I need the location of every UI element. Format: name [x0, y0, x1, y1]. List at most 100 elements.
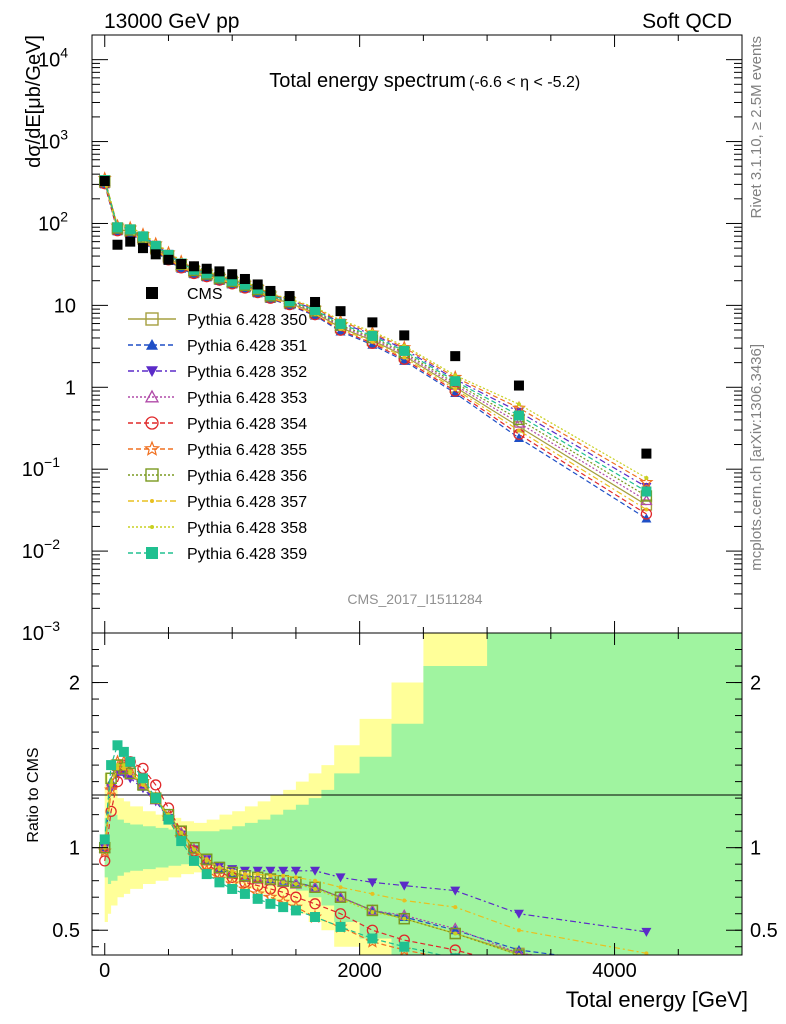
mc-series-line: [104, 182, 647, 511]
cms-data-point: [450, 351, 461, 362]
mc-data-point: [516, 402, 521, 407]
mc-data-point: [310, 305, 321, 316]
ratio-data-point: [290, 905, 301, 916]
main-frame: [91, 34, 743, 634]
mc-series-line: [104, 178, 647, 484]
ratio-data-point: [310, 912, 321, 923]
cms-data-point: [335, 306, 346, 317]
x-tick-label: 0: [99, 960, 110, 982]
ratio-data-point: [366, 904, 379, 916]
legend-label: Pythia 6.428 351: [187, 338, 307, 355]
legend-entry: Pythia 6.428 351: [128, 338, 307, 355]
cms-data-point: [284, 291, 295, 302]
ratio-data-point: [112, 740, 123, 751]
header-left: 13000 GeV pp: [104, 10, 239, 33]
ratio-data-point: [213, 861, 226, 874]
mc-data-point: [450, 376, 461, 387]
mc-data-point: [367, 330, 378, 341]
legend-marker: [146, 287, 158, 299]
legend-label: CMS: [187, 286, 223, 303]
ratio-y-tick-label-right: 2: [750, 673, 761, 695]
side-text-rivet: Rivet 3.1.10, ≥ 2.5M events: [748, 36, 765, 219]
ratio-data-point: [242, 875, 247, 880]
ratio-data-point: [641, 965, 651, 975]
mc-data-point: [640, 494, 653, 506]
ratio-data-point: [265, 866, 276, 876]
ratio-data-point: [516, 928, 521, 933]
ratio-data-point: [104, 782, 119, 796]
legend-entry: Pythia 6.428 353: [128, 389, 307, 407]
y-tick-label: 1: [65, 377, 76, 399]
mc-data-point: [641, 486, 652, 497]
legend-marker: [144, 389, 160, 403]
y-tick-label: 102: [38, 208, 68, 235]
ratio-data-point: [514, 962, 524, 972]
cms-data-point: [125, 236, 136, 247]
main-series: [97, 171, 654, 523]
legend-label: Pythia 6.428 350: [187, 312, 307, 329]
ratio-data-point: [268, 878, 273, 883]
ratio-y-axis-label: Ratio to CMS: [25, 747, 42, 842]
cms-data-point: [310, 296, 321, 307]
ratio-data-point: [310, 866, 321, 876]
mc-data-point: [367, 339, 378, 349]
ratio-data-point: [163, 814, 174, 825]
cms-data-point: [227, 269, 238, 280]
ratio-data-point: [641, 963, 651, 972]
cms-data-point: [513, 380, 524, 391]
ratio-data-point: [255, 872, 260, 877]
legend-marker: [150, 499, 154, 503]
chart-title-main: Total energy spectrum: [269, 70, 466, 92]
ratio-data-point: [399, 881, 410, 891]
mc-data-point: [284, 296, 295, 307]
ratio-data-point: [338, 885, 343, 890]
mc-data-point: [112, 222, 123, 233]
ratio-data-point: [191, 847, 196, 852]
ratio-data-point: [334, 908, 347, 920]
ratio-data-point: [514, 967, 524, 977]
mc-series-line: [104, 181, 647, 502]
ratio-data-point: [106, 760, 117, 771]
ratio-data-point: [217, 867, 222, 872]
ratio-data-point: [201, 853, 213, 865]
y-tick-label: 10−1: [22, 454, 60, 481]
ratio-data-point: [453, 931, 458, 936]
mc-data-point: [335, 318, 346, 329]
legend-entry: Pythia 6.428 356: [128, 468, 307, 485]
ratio-data-point: [99, 855, 111, 867]
ratio-data-point: [641, 927, 652, 937]
ratio-data-point: [335, 921, 346, 932]
ratio-data-point: [214, 877, 225, 888]
cms-data-point: [367, 317, 378, 328]
legend-label: Pythia 6.428 358: [187, 520, 307, 537]
ratio-data-point: [644, 951, 649, 955]
ratio-data-point: [644, 970, 648, 974]
chart-title: Total energy spectrum (-6.6 < η < -5.2): [269, 70, 580, 92]
ratio-series: [97, 740, 652, 977]
ratio-data-point: [449, 927, 461, 940]
ratio-data-point: [453, 905, 458, 910]
legend-marker: [145, 312, 159, 326]
legend-marker: [146, 547, 158, 559]
cms-data-point: [176, 259, 187, 270]
ratio-data-point: [137, 762, 149, 775]
y-tick-label: 10−2: [22, 536, 60, 563]
ratio-data-point: [105, 805, 117, 817]
ratio-data-point: [118, 746, 129, 757]
legend-marker: [146, 366, 158, 377]
cms-data-point: [239, 273, 250, 284]
ratio-data-point: [227, 883, 238, 894]
ratio-data-point: [293, 875, 298, 880]
legend-label: Pythia 6.428 356: [187, 468, 307, 485]
ratio-data-point: [281, 880, 286, 885]
mc-series-line: [104, 180, 647, 497]
ratio-data-point: [450, 886, 461, 896]
ratio-data-point: [449, 944, 461, 955]
ratio-data-point: [513, 909, 524, 919]
ratio-data-point: [398, 912, 410, 925]
mc-data-point: [641, 513, 652, 523]
mc-series-line: [104, 184, 647, 520]
legend: CMS Pythia 6.428 350 Pythia 6.428 351 Pythi…: [128, 286, 307, 563]
ratio-data-point: [514, 947, 524, 955]
